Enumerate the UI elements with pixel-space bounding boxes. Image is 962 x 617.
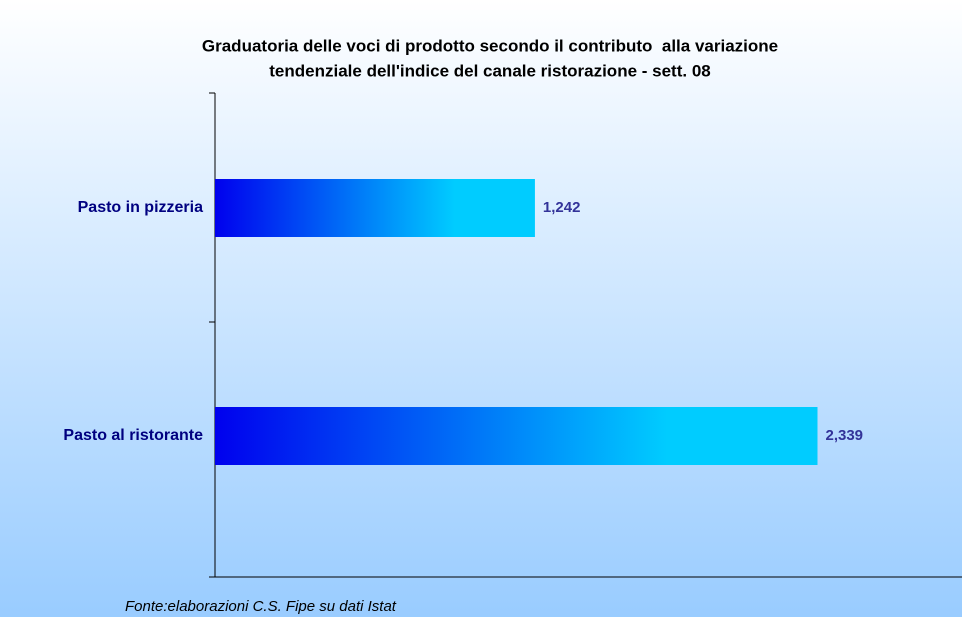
chart-title: Graduatoria delle voci di prodotto secon… xyxy=(202,36,778,55)
bar xyxy=(215,407,818,465)
source-note: Fonte:elaborazioni C.S. Fipe su dati Ist… xyxy=(125,598,397,615)
value-label: 1,242 xyxy=(543,199,581,216)
value-label: 2,339 xyxy=(825,427,863,444)
chart-title: tendenziale dell'indice del canale risto… xyxy=(269,61,710,80)
category-label: Pasto al ristorante xyxy=(63,427,203,444)
bar xyxy=(215,179,535,237)
category-label: Pasto in pizzeria xyxy=(78,199,203,216)
